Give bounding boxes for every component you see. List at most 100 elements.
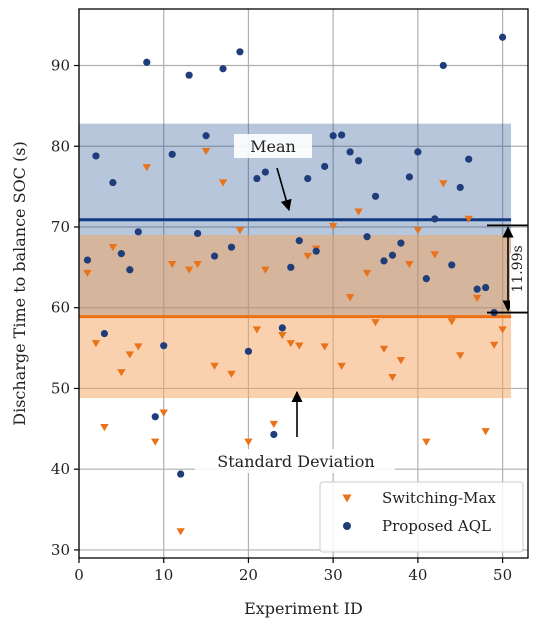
point-switching-max	[371, 319, 380, 327]
legend: Switching-Max Proposed AQL	[319, 481, 524, 553]
point-switching-max	[142, 164, 151, 172]
point-proposed-aql	[338, 131, 346, 139]
y-tick-label: 30	[51, 541, 70, 559]
point-switching-max	[328, 223, 338, 231]
point-switching-max	[201, 147, 211, 156]
y-tick-label: 50	[51, 379, 70, 397]
point-proposed-aql	[244, 347, 253, 355]
point-switching-max	[286, 340, 295, 348]
point-switching-max	[244, 438, 253, 446]
point-switching-max	[320, 343, 329, 351]
x-tick-label: 0	[74, 566, 84, 584]
point-switching-max	[159, 409, 168, 417]
mean-lines	[79, 218, 512, 319]
point-switching-max	[295, 342, 304, 350]
y-tick-label: 40	[51, 460, 70, 478]
point-switching-max	[337, 362, 346, 370]
y-tick-label: 60	[51, 299, 70, 317]
point-switching-max	[388, 374, 397, 382]
point-switching-max	[261, 266, 270, 274]
point-switching-max	[252, 326, 262, 334]
point-switching-max	[193, 260, 202, 269]
legend-label-switching-max: Switching-Max	[382, 489, 496, 507]
point-switching-max	[227, 370, 236, 378]
point-proposed-aql	[405, 173, 413, 181]
point-proposed-aql	[456, 183, 464, 192]
gap-label-background	[510, 253, 527, 310]
point-switching-max	[134, 343, 143, 351]
point-proposed-aql	[143, 58, 151, 66]
point-proposed-aql	[312, 247, 320, 255]
std-annotation: Standard Deviation	[217, 452, 374, 471]
point-proposed-aql	[498, 33, 507, 41]
point-switching-max	[125, 351, 135, 359]
y-tick-label: 70	[51, 218, 70, 236]
plot-frame	[78, 8, 529, 559]
x-tick-label: 10	[154, 566, 173, 584]
legend-label-proposed-aql: Proposed AQL	[382, 517, 491, 535]
point-proposed-aql	[287, 263, 295, 271]
point-proposed-aql	[439, 61, 447, 70]
point-switching-max	[218, 179, 228, 187]
mean-annotation: Mean	[250, 137, 296, 156]
point-proposed-aql	[414, 148, 422, 156]
point-switching-max	[83, 269, 92, 277]
y-tick-label: 80	[51, 137, 70, 155]
point-switching-max	[91, 340, 101, 348]
point-switching-max	[210, 362, 219, 370]
point-switching-max	[176, 528, 185, 536]
point-switching-max	[498, 326, 507, 334]
point-proposed-aql	[100, 329, 109, 338]
point-proposed-aql	[270, 430, 278, 439]
point-proposed-aql	[92, 152, 100, 160]
ticks: 0 10 20 30 40 50 30 40 50 60 70 80 90	[51, 57, 512, 584]
point-switching-max	[489, 341, 499, 349]
gap-annotation: 11.99s	[510, 245, 526, 292]
mean-arrow	[276, 167, 292, 212]
point-switching-max	[117, 369, 126, 377]
point-switching-max	[472, 294, 482, 303]
point-switching-max	[108, 244, 118, 252]
point-switching-max	[396, 357, 406, 365]
point-switching-max	[413, 227, 423, 235]
point-proposed-aql	[363, 233, 371, 241]
point-switching-max	[362, 269, 372, 277]
point-switching-max	[167, 260, 177, 269]
point-proposed-aql	[236, 48, 244, 56]
x-tick-label: 40	[408, 566, 427, 584]
point-switching-max	[405, 260, 414, 269]
point-proposed-aql	[117, 250, 125, 258]
point-proposed-aql	[465, 155, 473, 163]
point-switching-max	[184, 266, 194, 274]
point-switching-max	[235, 227, 245, 235]
x-tick-label: 30	[324, 566, 343, 584]
point-switching-max	[303, 252, 312, 261]
point-switching-max	[422, 438, 431, 446]
legend-box	[319, 481, 524, 553]
point-proposed-aql	[168, 150, 176, 158]
point-proposed-aql	[371, 192, 380, 200]
point-proposed-aql	[210, 252, 219, 260]
point-proposed-aql	[473, 285, 481, 293]
point-proposed-aql	[346, 148, 354, 156]
point-proposed-aql	[160, 342, 168, 350]
mean-label-background	[234, 134, 312, 158]
legend-marker-proposed-aql	[343, 522, 351, 530]
point-switching-max	[345, 294, 355, 302]
point-proposed-aql	[329, 132, 337, 140]
point-proposed-aql	[219, 65, 227, 73]
point-proposed-aql	[227, 243, 236, 251]
point-switching-max	[456, 352, 465, 360]
point-switching-max	[439, 180, 448, 188]
point-proposed-aql	[431, 215, 439, 223]
legend-marker-switching-max	[342, 494, 352, 503]
point-proposed-aql	[397, 239, 405, 247]
std-label-background	[195, 449, 395, 473]
point-proposed-aql	[482, 283, 490, 292]
point-proposed-aql	[261, 168, 269, 176]
point-switching-max	[151, 438, 160, 446]
annotations: Mean Standard Deviation 11.99s	[195, 134, 528, 473]
point-proposed-aql	[177, 470, 185, 478]
point-proposed-aql	[109, 178, 117, 187]
